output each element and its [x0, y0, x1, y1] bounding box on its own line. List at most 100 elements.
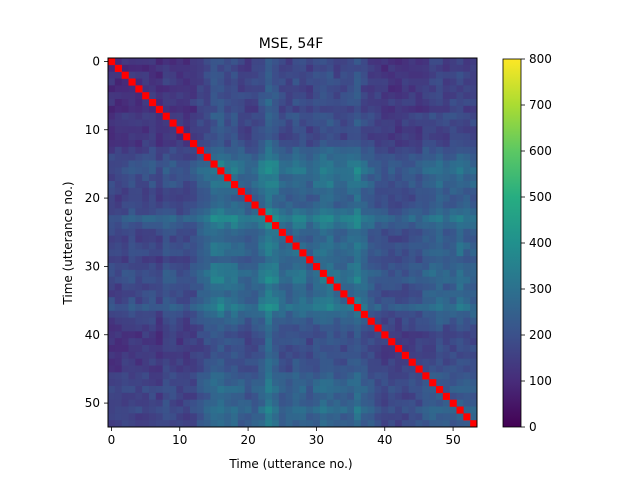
heatmap-cell: [395, 269, 403, 278]
heatmap-cell: [319, 338, 328, 346]
heatmap-cell: [360, 379, 369, 387]
heatmap-cell: [265, 78, 273, 86]
heatmap-cell: [108, 92, 116, 100]
heatmap-cell: [251, 297, 259, 305]
heatmap-cell: [456, 215, 464, 223]
heatmap-cell: [108, 153, 116, 161]
heatmap-cell: [436, 290, 444, 298]
heatmap-cell: [265, 386, 273, 394]
heatmap-cell: [231, 413, 239, 421]
heatmap-cell: [237, 194, 246, 202]
heatmap-cell: [265, 351, 273, 360]
heatmap-cell: [340, 201, 348, 209]
heatmap-cell: [210, 153, 218, 161]
heatmap-cell: [395, 413, 403, 421]
heatmap-cell: [176, 304, 184, 312]
heatmap-cell: [395, 386, 403, 394]
heatmap-cell: [278, 263, 287, 271]
heatmap-cell: [149, 71, 157, 79]
heatmap-cell: [210, 208, 218, 216]
heatmap-cell: [347, 392, 355, 401]
heatmap-cell: [169, 167, 177, 175]
heatmap-cell: [367, 413, 375, 421]
heatmap-cell: [128, 201, 136, 209]
heatmap-cell: [114, 105, 123, 114]
heatmap-cell: [422, 317, 430, 325]
heatmap-cell: [422, 386, 430, 394]
heatmap-cell: [190, 297, 198, 305]
heatmap-cell: [114, 310, 123, 319]
heatmap-cell: [360, 263, 369, 271]
heatmap-cell: [401, 92, 410, 100]
heatmap-cell: [135, 372, 143, 380]
heatmap-cell: [340, 64, 348, 73]
heatmap-cell: [196, 85, 205, 93]
heatmap-cell: [142, 249, 150, 257]
heatmap-cell: [354, 317, 362, 325]
heatmap-cell: [415, 160, 423, 168]
heatmap-cell: [395, 290, 403, 298]
heatmap-cell: [210, 290, 218, 298]
heatmap-cell: [272, 140, 280, 148]
heatmap-cell: [326, 413, 334, 421]
heatmap-cell: [237, 290, 246, 298]
heatmap-cell: [121, 338, 129, 346]
heatmap-cell: [395, 263, 403, 271]
heatmap-cell: [183, 160, 191, 168]
heatmap-cell: [217, 406, 225, 414]
heatmap-cell: [333, 140, 341, 148]
heatmap-cell: [169, 208, 177, 216]
heatmap-cell: [313, 119, 321, 127]
heatmap-cell: [340, 85, 348, 93]
heatmap-cell: [319, 174, 328, 182]
heatmap-cell: [169, 146, 177, 155]
heatmap-cell: [183, 146, 191, 155]
heatmap-cell: [183, 331, 191, 339]
heatmap-cell: [272, 146, 280, 155]
diagonal-cell: [265, 215, 273, 223]
heatmap-cell: [203, 71, 211, 79]
heatmap-cell: [347, 64, 355, 73]
heatmap-cell: [367, 174, 375, 182]
heatmap-cell: [374, 249, 382, 257]
heatmap-cell: [258, 263, 266, 271]
heatmap-cell: [272, 78, 280, 86]
heatmap-cell: [224, 324, 232, 332]
heatmap-cell: [278, 358, 287, 366]
heatmap-cell: [381, 153, 389, 161]
heatmap-cell: [306, 160, 314, 168]
heatmap-cell: [436, 345, 444, 353]
heatmap-cell: [381, 187, 389, 196]
heatmap-cell: [108, 215, 116, 223]
heatmap-cell: [456, 269, 464, 278]
heatmap-cell: [121, 256, 129, 264]
heatmap-cell: [319, 92, 328, 100]
heatmap-cell: [408, 194, 416, 202]
heatmap-cell: [388, 235, 396, 243]
heatmap-cell: [135, 71, 143, 79]
heatmap-cell: [436, 64, 444, 73]
heatmap-cell: [169, 304, 177, 312]
heatmap-cell: [272, 160, 280, 168]
heatmap-cell: [470, 304, 478, 312]
heatmap-cell: [292, 392, 300, 401]
heatmap-cell: [333, 317, 341, 325]
heatmap-cell: [463, 365, 471, 373]
heatmap-cell: [265, 358, 273, 366]
heatmap-cell: [272, 269, 280, 278]
heatmap-cell: [463, 58, 471, 66]
heatmap-cell: [436, 317, 444, 325]
heatmap-cell: [442, 406, 451, 414]
heatmap-cell: [210, 133, 218, 141]
heatmap-cell: [155, 392, 164, 401]
heatmap-cell: [196, 379, 205, 387]
heatmap-cell: [326, 386, 334, 394]
heatmap-cell: [231, 119, 239, 127]
heatmap-cell: [135, 392, 143, 401]
heatmap-cell: [244, 78, 252, 86]
heatmap-cell: [456, 112, 464, 120]
heatmap-cell: [135, 317, 143, 325]
heatmap-cell: [347, 85, 355, 93]
heatmap-cell: [354, 256, 362, 264]
heatmap-cell: [278, 119, 287, 127]
